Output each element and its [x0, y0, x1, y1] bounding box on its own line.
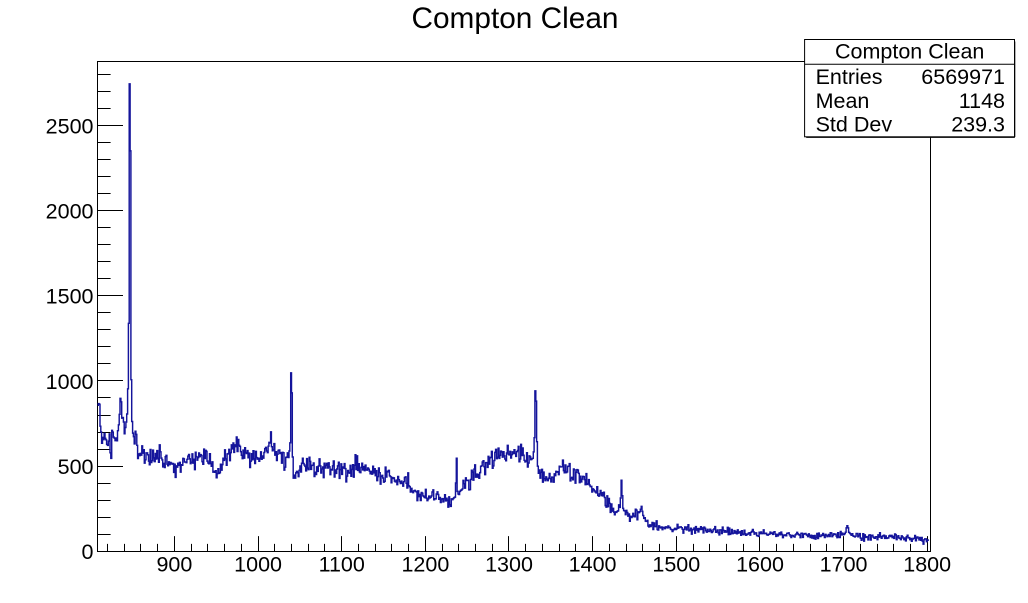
svg-text:1500: 1500 — [652, 553, 700, 577]
svg-text:Compton Clean: Compton Clean — [835, 40, 984, 64]
svg-text:1100: 1100 — [319, 553, 365, 577]
svg-text:900: 900 — [156, 553, 192, 577]
svg-text:1700: 1700 — [820, 553, 868, 577]
svg-text:500: 500 — [58, 455, 94, 479]
svg-text:1400: 1400 — [569, 553, 617, 577]
svg-text:1000: 1000 — [234, 553, 282, 577]
svg-text:0: 0 — [82, 540, 94, 564]
svg-text:6569971: 6569971 — [921, 65, 1005, 89]
svg-text:1500: 1500 — [46, 285, 94, 309]
svg-text:2000: 2000 — [46, 200, 94, 224]
svg-text:1200: 1200 — [401, 553, 449, 577]
svg-text:Compton Clean: Compton Clean — [411, 2, 618, 35]
svg-text:1300: 1300 — [485, 553, 533, 577]
svg-text:Entries: Entries — [816, 65, 883, 89]
svg-text:1148: 1148 — [959, 89, 1005, 113]
svg-text:Mean: Mean — [816, 89, 870, 113]
svg-text:239.3: 239.3 — [951, 113, 1005, 137]
svg-text:1800: 1800 — [903, 553, 951, 577]
svg-text:Std Dev: Std Dev — [816, 113, 893, 137]
svg-text:2500: 2500 — [46, 114, 94, 138]
svg-text:1000: 1000 — [46, 370, 94, 394]
svg-text:1600: 1600 — [736, 553, 784, 577]
